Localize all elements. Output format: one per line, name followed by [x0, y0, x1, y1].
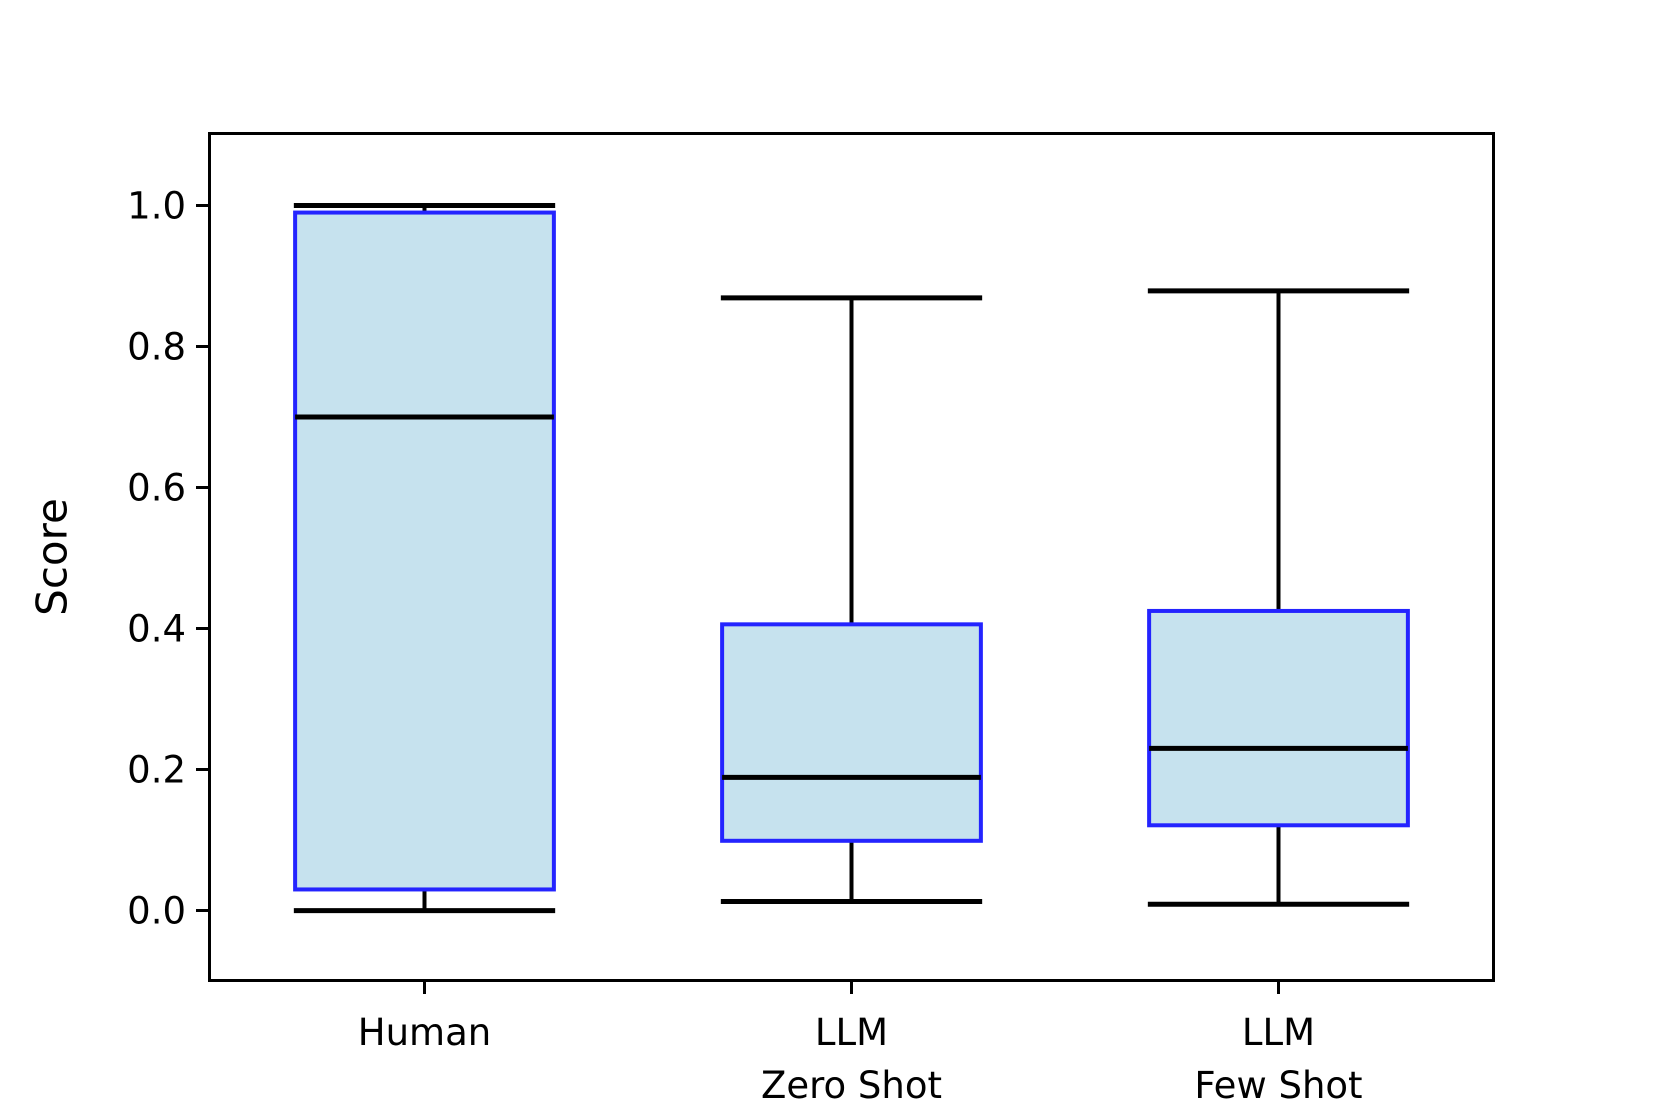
x-tick-label-line: Zero Shot — [761, 1064, 942, 1107]
y-tick-label: 0.8 — [127, 325, 186, 369]
x-tick-mark — [850, 982, 853, 994]
x-tick-mark — [423, 982, 426, 994]
y-tick-label: 1.0 — [127, 184, 186, 227]
y-tick-label: 0.4 — [127, 607, 186, 651]
y-tick-label: 0.0 — [127, 889, 186, 933]
x-tick-label: LLM Few Shot — [1059, 1006, 1499, 1107]
x-tick-mark — [1277, 982, 1280, 994]
x-tick-label-line: LLM — [814, 1011, 889, 1054]
plot-area — [208, 132, 1495, 982]
boxplot-canvas — [293, 203, 1410, 914]
box — [1147, 608, 1410, 828]
y-tick-mark — [196, 486, 208, 490]
y-tick-label: 0.2 — [127, 748, 186, 792]
y-tick-label: 0.6 — [127, 466, 186, 510]
box — [720, 622, 983, 843]
y-tick-mark — [196, 909, 208, 913]
y-tick-mark — [196, 768, 208, 772]
y-tick-mark — [196, 627, 208, 631]
y-tick-mark — [196, 204, 208, 207]
y-tick-mark — [196, 345, 208, 349]
x-tick-label: Human — [205, 1006, 645, 1059]
x-tick-label-line: LLM — [1241, 1011, 1316, 1054]
box — [293, 210, 556, 892]
y-axis-label: Score — [27, 498, 77, 616]
x-tick-label-line: Few Shot — [1194, 1064, 1363, 1107]
x-tick-label-line: Human — [357, 1011, 492, 1054]
x-tick-label: LLM Zero Shot — [632, 1006, 1072, 1107]
